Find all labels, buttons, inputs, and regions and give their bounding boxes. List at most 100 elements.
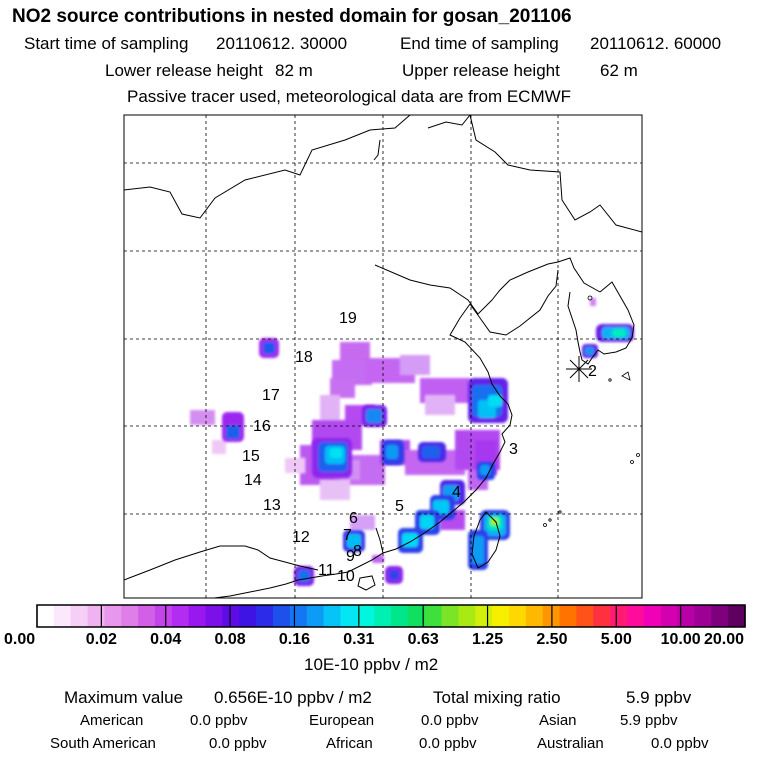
region-number-19: 19 (339, 310, 357, 327)
colorbar-swatch (256, 605, 274, 627)
region-number-15: 15 (242, 448, 260, 465)
colorbar-tick-label: 0.08 (214, 631, 246, 648)
end-time-label: End time of sampling (400, 34, 559, 53)
colorbar (36, 604, 746, 628)
colorbar-tick-label: 1.25 (471, 631, 504, 648)
colorbar-swatch (627, 605, 645, 627)
colorbar-tick-label: 10.00 (660, 631, 701, 648)
total-mixing-label: Total mixing ratio (433, 688, 561, 707)
lat-lon-grid (124, 115, 642, 598)
colorbar-swatch (37, 605, 55, 627)
region-name-south-american: South American (50, 735, 156, 752)
plume-hotspots (222, 324, 634, 586)
region-value-south-american: 0.0 ppbv (209, 735, 267, 752)
page-title: NO2 source contributions in nested domai… (12, 6, 572, 27)
colorbar-frame (36, 604, 746, 628)
region-number-12: 12 (292, 529, 310, 546)
region-value-african: 0.0 ppbv (419, 735, 477, 752)
colorbar-swatch (273, 605, 291, 627)
region-number-3: 3 (509, 441, 518, 458)
region-number-6: 6 (349, 510, 358, 527)
islands (543, 295, 640, 527)
colorbar-swatch (171, 605, 190, 627)
colorbar-swatch (306, 605, 325, 627)
map-area (124, 115, 642, 598)
max-value-label: Maximum value (64, 688, 184, 707)
colorbar-swatch (509, 605, 527, 627)
colorbar-swatch (87, 605, 106, 627)
region-value-asian: 5.9 ppbv (620, 712, 678, 729)
colorbar-tick-label: 0.16 (278, 631, 311, 648)
region-number-7: 7 (343, 527, 352, 544)
region-number-14: 14 (244, 472, 262, 489)
total-mixing-value: 5.9 ppbv (626, 688, 692, 707)
colorbar-swatch (492, 605, 510, 627)
region-value-american: 0.0 ppbv (190, 712, 248, 729)
colorbar-swatch (711, 605, 729, 627)
region-number-18: 18 (295, 349, 313, 366)
colorbar-tick-label: 0.04 (150, 631, 182, 648)
colorbar-tick-label: 2.50 (536, 631, 568, 648)
region-number-5: 5 (395, 498, 404, 515)
end-time-value: 20110612. 60000 (590, 34, 722, 53)
colorbar-swatch (121, 605, 139, 627)
colorbar-swatch (374, 605, 392, 627)
colorbar-swatch (576, 605, 594, 627)
receptor-star-icon (566, 356, 592, 382)
region-name-asian: Asian (539, 712, 577, 729)
max-value: 0.656E-10 ppbv / m2 (214, 688, 372, 707)
tracer-note: Passive tracer used, meteorological data… (127, 87, 572, 106)
colorbar-swatch (70, 605, 89, 627)
colorbar-swatch (340, 605, 358, 627)
colorbar-units: 10E-10 ppbv / m2 (304, 655, 439, 674)
colorbar-swatch (593, 605, 611, 627)
colorbar-swatch (357, 605, 375, 627)
region-number-2: 2 (588, 363, 597, 380)
colorbar-swatch (475, 605, 493, 627)
region-number-8: 8 (353, 543, 362, 560)
colorbar-swatch (323, 605, 342, 627)
colorbar-tick-label: 0.02 (85, 631, 117, 648)
coastlines (124, 115, 642, 598)
region-name-american: American (80, 712, 144, 729)
region-name-european: European (309, 712, 375, 729)
region-value-european: 0.0 ppbv (421, 712, 479, 729)
colorbar-swatch (643, 605, 662, 627)
colorbar-swatch (53, 605, 72, 627)
start-time-label: Start time of sampling (24, 34, 189, 53)
region-number-10: 10 (337, 568, 355, 585)
upper-height-label: Upper release height (402, 61, 560, 80)
colorbar-swatch (424, 605, 443, 627)
colorbar-swatch (441, 605, 460, 627)
lower-height-label: Lower release height (105, 61, 263, 80)
colorbar-swatch (694, 605, 712, 627)
lower-height-value: 82 m (275, 61, 313, 80)
colorbar-tick-label: 0.00 (4, 631, 36, 648)
colorbar-swatch (407, 605, 426, 627)
region-number-11: 11 (318, 562, 335, 579)
colorbar-swatch (559, 605, 578, 627)
colorbar-swatch (677, 605, 696, 627)
colorbar-swatch (155, 605, 173, 627)
colorbar-swatch (138, 605, 156, 627)
colorbar-swatch (289, 605, 308, 627)
colorbar-swatch (391, 605, 409, 627)
colorbar-tick-label: 5.00 (600, 631, 632, 648)
region-number-4: 4 (452, 484, 461, 501)
region-number-9: 9 (346, 548, 355, 565)
colorbar-swatch (239, 605, 257, 627)
region-name-australian: Australian (537, 735, 604, 752)
region-number-13: 13 (263, 497, 281, 514)
colorbar-swatch (104, 605, 122, 627)
region-number-16: 16 (253, 418, 271, 435)
colorbar-swatch (610, 605, 628, 627)
colorbar-swatch (222, 605, 240, 627)
colorbar-swatch (525, 605, 544, 627)
colorbar-swatch (458, 605, 476, 627)
colorbar-tick-label: 0.63 (407, 631, 439, 648)
region-number-17: 17 (262, 387, 280, 404)
colorbar-tick-label: 0.31 (343, 631, 375, 648)
region-value-australian: 0.0 ppbv (651, 735, 709, 752)
